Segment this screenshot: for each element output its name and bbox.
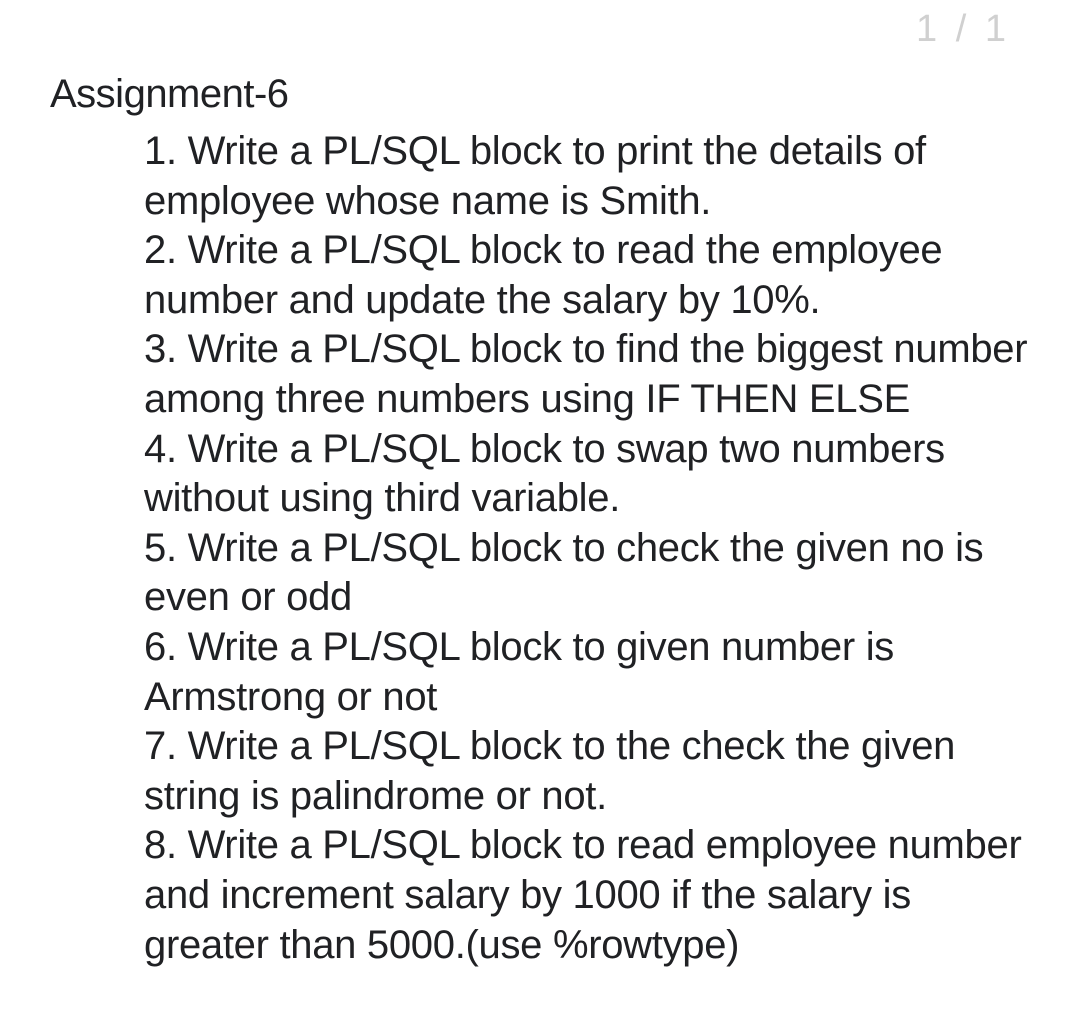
assignment-title: Assignment-6: [50, 72, 1030, 117]
question-item: 6. Write a PL/SQL block to given number …: [144, 623, 1030, 722]
question-item: 4. Write a PL/SQL block to swap two numb…: [144, 425, 1030, 524]
page-indicator: 1 / 1: [916, 8, 1010, 51]
question-item: 8. Write a PL/SQL block to read employee…: [144, 821, 1030, 970]
document-content: Assignment-6 1. Write a PL/SQL block to …: [0, 0, 1080, 970]
question-item: 2. Write a PL/SQL block to read the empl…: [144, 226, 1030, 325]
question-item: 1. Write a PL/SQL block to print the det…: [144, 127, 1030, 226]
question-item: 5. Write a PL/SQL block to check the giv…: [144, 524, 1030, 623]
question-list: 1. Write a PL/SQL block to print the det…: [50, 127, 1030, 970]
question-item: 7. Write a PL/SQL block to the check the…: [144, 722, 1030, 821]
question-item: 3. Write a PL/SQL block to find the bigg…: [144, 325, 1030, 424]
